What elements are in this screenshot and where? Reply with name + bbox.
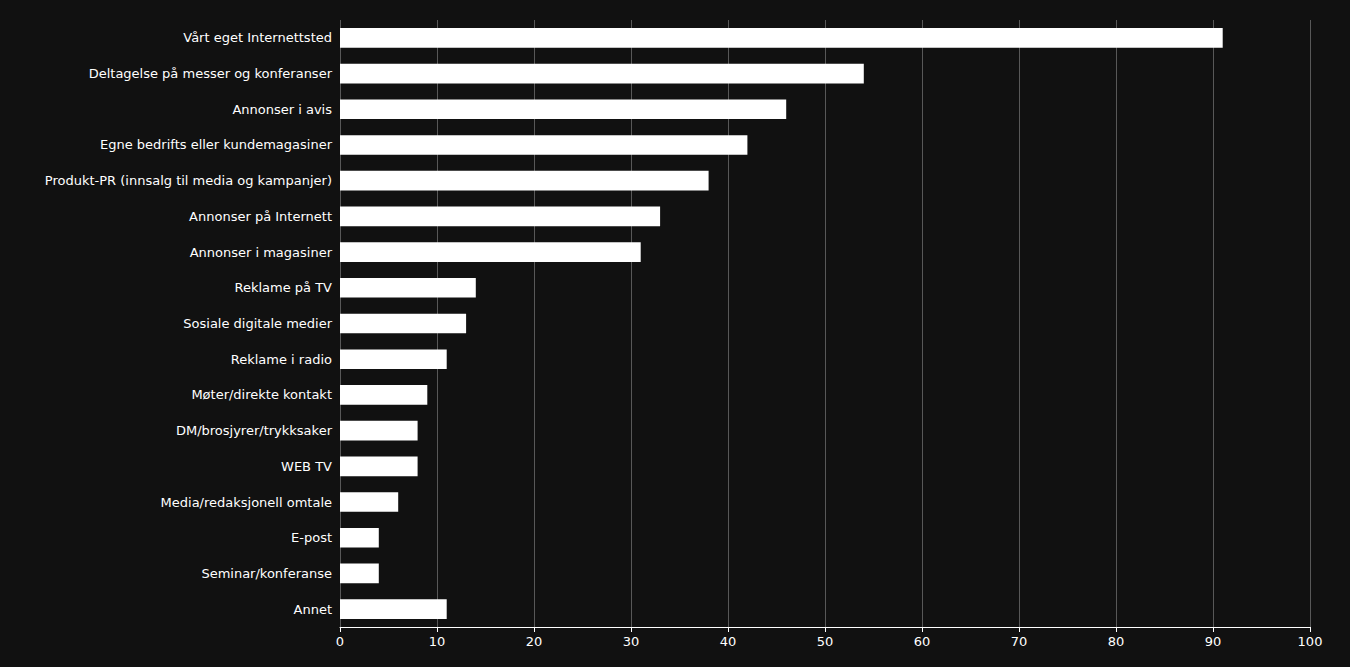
svg-text:Vårt eget Internettsted: Vårt eget Internettsted — [183, 30, 332, 45]
svg-text:Produkt-PR (innsalg til media: Produkt-PR (innsalg til media og kampanj… — [45, 173, 332, 188]
svg-text:Media/redaksjonell omtale: Media/redaksjonell omtale — [161, 495, 332, 510]
svg-text:Sosiale digitale medier: Sosiale digitale medier — [183, 316, 332, 331]
svg-text:30: 30 — [623, 634, 640, 649]
svg-text:Annonser i magasiner: Annonser i magasiner — [190, 245, 333, 260]
svg-text:60: 60 — [914, 634, 931, 649]
svg-text:0: 0 — [336, 634, 344, 649]
svg-text:100: 100 — [1298, 634, 1323, 649]
svg-text:Annonser på Internett: Annonser på Internett — [189, 209, 332, 224]
svg-text:40: 40 — [720, 634, 737, 649]
svg-text:Deltagelse på messer og konfer: Deltagelse på messer og konferanser — [89, 66, 333, 81]
svg-text:20: 20 — [526, 634, 543, 649]
svg-text:Annonser i avis: Annonser i avis — [232, 102, 332, 117]
svg-text:Egne bedrifts eller kundemagas: Egne bedrifts eller kundemagasiner — [100, 137, 333, 152]
svg-text:E-post: E-post — [291, 530, 332, 545]
svg-text:10: 10 — [429, 634, 446, 649]
svg-text:90: 90 — [1205, 634, 1222, 649]
svg-text:50: 50 — [817, 634, 834, 649]
svg-text:80: 80 — [1108, 634, 1125, 649]
svg-text:Reklame på TV: Reklame på TV — [234, 280, 332, 295]
svg-text:70: 70 — [1011, 634, 1028, 649]
svg-text:Seminar/konferanse: Seminar/konferanse — [201, 566, 332, 581]
svg-text:Reklame i radio: Reklame i radio — [231, 352, 332, 367]
svg-text:WEB TV: WEB TV — [281, 459, 332, 474]
svg-text:DM/brosjyrer/trykksaker: DM/brosjyrer/trykksaker — [176, 423, 333, 438]
svg-text:Annet: Annet — [294, 602, 332, 617]
svg-text:Møter/direkte kontakt: Møter/direkte kontakt — [191, 387, 332, 402]
